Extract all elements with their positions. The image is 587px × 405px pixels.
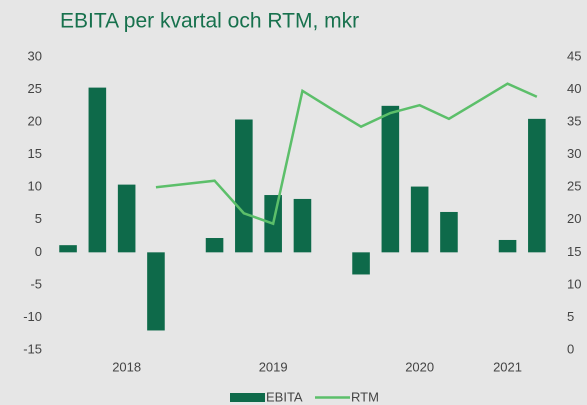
legend-label: EBITA [266, 389, 303, 404]
y2-tick-label: 15 [567, 244, 581, 259]
y2-tick-label: 30 [567, 146, 581, 161]
bar [498, 239, 517, 253]
bar [205, 238, 224, 253]
y-tick-label: -5 [30, 276, 42, 291]
bar [235, 119, 253, 253]
line [155, 82, 538, 226]
y-tick-label: -10 [23, 309, 42, 324]
x-tick-label: 2020 [405, 359, 434, 374]
y-tick-label: -15 [23, 341, 42, 356]
bar [117, 184, 136, 253]
bar [59, 245, 77, 253]
y2-tick-label: 25 [567, 179, 581, 194]
bar [528, 118, 546, 253]
x-tick-label: 2018 [112, 359, 141, 374]
y2-tick-label: 20 [567, 211, 581, 226]
y2-tick-label: 35 [567, 114, 581, 129]
legend-swatch [230, 393, 265, 402]
bar [88, 87, 107, 253]
bar [440, 211, 458, 253]
y2-tick-label: 10 [567, 276, 581, 291]
bar [381, 105, 400, 253]
y2-tick-label: 5 [567, 309, 574, 324]
legend-label: RTM [351, 389, 379, 404]
bar [293, 198, 312, 253]
y-tick-label: 20 [28, 114, 42, 129]
y-tick-label: 5 [35, 211, 42, 226]
x-tick-label: 2019 [259, 359, 288, 374]
y-tick-label: 25 [28, 81, 42, 96]
y2-tick-label: 45 [567, 48, 581, 63]
y-tick-label: 30 [28, 48, 42, 63]
y-tick-label: 15 [28, 146, 42, 161]
y2-tick-label: 40 [567, 81, 581, 96]
x-tick-label: 2021 [493, 359, 522, 374]
chart-title: EBITA per kvartal och RTM, mkr [60, 10, 359, 33]
bar [147, 252, 165, 331]
y-tick-label: 0 [35, 244, 42, 259]
bar [410, 186, 429, 253]
y-tick-label: 10 [28, 179, 42, 194]
bar [352, 252, 370, 275]
y2-tick-label: 0 [567, 341, 574, 356]
